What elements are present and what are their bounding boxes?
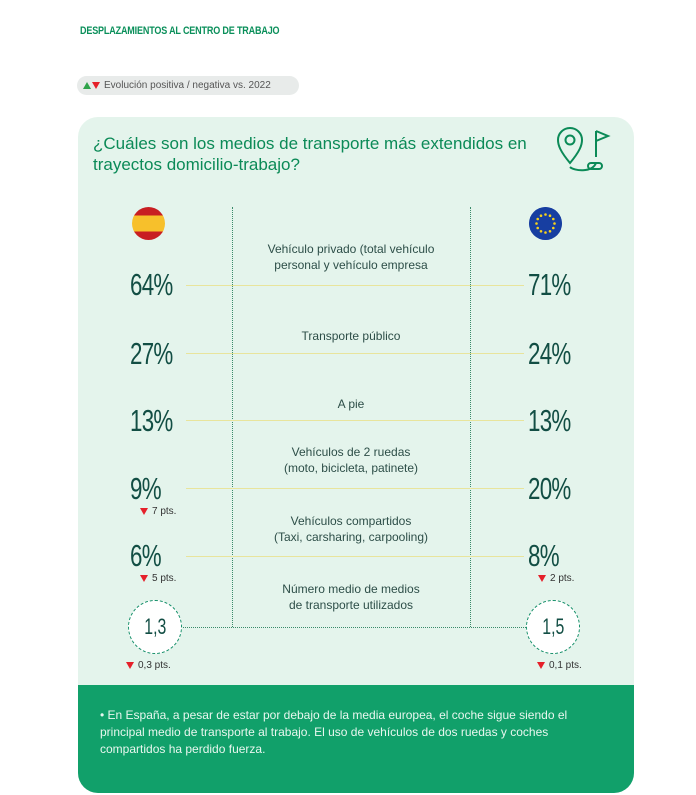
map-pin-flag-icon	[556, 127, 611, 172]
eu-average-delta: 0,1 pts.	[537, 660, 582, 671]
category-private-vehicle: Vehículo privado (total vehículo personal…	[267, 242, 435, 272]
triangle-down-icon	[92, 82, 100, 89]
eu-value: 24%	[528, 336, 571, 371]
triangle-down-icon	[140, 508, 148, 515]
row-line	[186, 488, 524, 489]
triangle-up-icon	[83, 82, 91, 89]
conclusion-box: • En España, a pesar de estar por debajo…	[78, 685, 634, 793]
evolution-legend: Evolución positiva / negativa vs. 2022	[77, 76, 299, 95]
row-line	[186, 420, 524, 421]
card-title: ¿Cuáles son los medios de transporte más…	[93, 134, 527, 174]
eu-average-circle: 1,5	[526, 600, 580, 654]
category-shared-vehicles: Vehículos compartidos (Taxi, carsharing, …	[273, 514, 429, 544]
spain-delta: 5 pts.	[140, 573, 176, 584]
spain-value: 13%	[130, 403, 173, 438]
legend-label: Evolución positiva / negativa vs. 2022	[104, 80, 271, 91]
eu-flag-icon	[529, 207, 562, 240]
conclusion-text: • En España, a pesar de estar por debajo…	[100, 708, 568, 756]
spain-value: 9%	[130, 471, 162, 506]
triangle-down-icon	[140, 575, 148, 582]
spain-value: 64%	[130, 267, 173, 302]
category-average-modes: Número medio de medios de transporte util…	[282, 582, 420, 612]
eu-value: 71%	[528, 267, 571, 302]
eu-delta: 2 pts.	[538, 573, 574, 584]
triangle-down-icon	[126, 662, 134, 669]
row-line	[186, 353, 524, 354]
spain-flag-icon	[132, 207, 165, 240]
spain-value: 27%	[130, 336, 173, 371]
triangle-down-icon	[537, 662, 545, 669]
row-line	[186, 285, 524, 286]
eu-value: 20%	[528, 471, 571, 506]
average-line	[160, 627, 532, 628]
eu-value: 8%	[528, 538, 560, 573]
spain-delta: 7 pts.	[140, 506, 176, 517]
category-public-transport: Transporte público	[301, 329, 401, 343]
eu-average-value: 1,5	[541, 614, 565, 639]
divider-left	[232, 207, 233, 627]
transport-card: ¿Cuáles son los medios de transporte más…	[78, 117, 634, 793]
spain-average-circle: 1,3	[128, 600, 182, 654]
spain-average-value: 1,3	[143, 614, 167, 639]
triangle-down-icon	[538, 575, 546, 582]
category-walking: A pie	[337, 397, 365, 411]
eu-value: 13%	[528, 403, 571, 438]
divider-right	[470, 207, 471, 627]
section-title: DESPLAZAMIENTOS AL CENTRO DE TRABAJO	[80, 25, 280, 37]
category-two-wheelers: Vehículos de 2 ruedas (moto, bicicleta, p…	[283, 445, 419, 475]
spain-value: 6%	[130, 538, 162, 573]
spain-average-delta: 0,3 pts.	[126, 660, 171, 671]
row-line	[186, 556, 524, 557]
